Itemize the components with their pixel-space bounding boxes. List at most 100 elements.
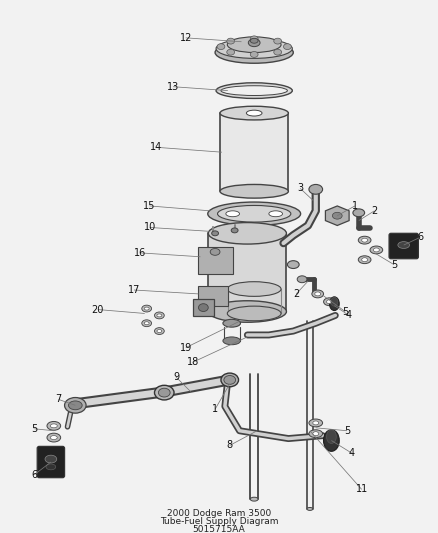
Ellipse shape — [64, 398, 86, 413]
Bar — [198, 247, 233, 274]
Ellipse shape — [331, 297, 338, 306]
Text: 5: 5 — [342, 306, 348, 317]
Ellipse shape — [217, 44, 225, 50]
Text: 20: 20 — [92, 304, 104, 314]
Text: 13: 13 — [167, 82, 179, 92]
Ellipse shape — [309, 430, 323, 438]
Ellipse shape — [309, 419, 323, 427]
Ellipse shape — [144, 307, 149, 310]
FancyBboxPatch shape — [389, 233, 418, 259]
Ellipse shape — [246, 110, 262, 116]
Ellipse shape — [287, 261, 299, 269]
Ellipse shape — [212, 231, 219, 236]
Ellipse shape — [227, 282, 281, 296]
Ellipse shape — [208, 202, 300, 225]
Ellipse shape — [218, 205, 291, 222]
Ellipse shape — [50, 435, 57, 440]
Ellipse shape — [142, 320, 152, 327]
Ellipse shape — [68, 401, 82, 410]
Text: 2000 Dodge Ram 3500: 2000 Dodge Ram 3500 — [167, 510, 271, 518]
Text: 14: 14 — [150, 142, 162, 152]
Text: 5: 5 — [344, 426, 350, 436]
Ellipse shape — [159, 388, 170, 397]
Bar — [193, 299, 214, 317]
Text: 1: 1 — [352, 201, 358, 211]
Ellipse shape — [221, 86, 287, 95]
Ellipse shape — [46, 464, 56, 470]
Ellipse shape — [198, 304, 208, 311]
Ellipse shape — [208, 223, 286, 244]
Text: 7: 7 — [56, 394, 62, 405]
Ellipse shape — [312, 290, 324, 298]
Text: 9: 9 — [173, 372, 179, 382]
Ellipse shape — [274, 38, 282, 44]
Ellipse shape — [220, 106, 288, 120]
Ellipse shape — [216, 39, 292, 58]
Ellipse shape — [50, 424, 57, 428]
Text: 12: 12 — [180, 33, 192, 43]
Ellipse shape — [358, 236, 371, 244]
Ellipse shape — [362, 238, 367, 242]
Ellipse shape — [313, 421, 319, 425]
Text: 18: 18 — [187, 357, 199, 367]
Ellipse shape — [45, 455, 57, 463]
Ellipse shape — [142, 305, 152, 312]
Ellipse shape — [353, 209, 364, 217]
Ellipse shape — [155, 328, 164, 335]
Ellipse shape — [216, 83, 292, 99]
Ellipse shape — [248, 39, 260, 46]
Ellipse shape — [398, 241, 410, 248]
Ellipse shape — [155, 385, 174, 400]
Ellipse shape — [250, 38, 258, 43]
Bar — [220, 113, 288, 191]
Ellipse shape — [250, 36, 258, 42]
Text: Tube-Fuel Supply Diagram: Tube-Fuel Supply Diagram — [160, 517, 278, 526]
Ellipse shape — [324, 298, 336, 305]
Ellipse shape — [231, 228, 238, 233]
Ellipse shape — [221, 373, 239, 387]
Ellipse shape — [224, 376, 236, 384]
Ellipse shape — [223, 319, 240, 327]
Text: 15: 15 — [143, 201, 156, 211]
Text: 2: 2 — [293, 289, 299, 299]
Ellipse shape — [227, 49, 235, 55]
Polygon shape — [325, 206, 349, 225]
Text: 16: 16 — [134, 248, 146, 258]
Ellipse shape — [326, 300, 332, 304]
Ellipse shape — [297, 276, 307, 282]
Ellipse shape — [227, 306, 281, 321]
Ellipse shape — [324, 430, 339, 451]
FancyBboxPatch shape — [37, 446, 64, 478]
Ellipse shape — [332, 212, 342, 219]
Ellipse shape — [315, 292, 321, 296]
Ellipse shape — [329, 297, 339, 311]
Ellipse shape — [283, 44, 291, 50]
Ellipse shape — [269, 211, 283, 217]
Ellipse shape — [362, 258, 367, 262]
Ellipse shape — [274, 49, 282, 55]
Text: 19: 19 — [180, 343, 192, 353]
Ellipse shape — [374, 248, 379, 252]
Text: 5: 5 — [391, 260, 397, 270]
Text: 11: 11 — [356, 484, 368, 495]
Text: 5015715AA: 5015715AA — [193, 525, 245, 533]
Ellipse shape — [144, 322, 149, 325]
Text: 10: 10 — [144, 222, 156, 232]
Ellipse shape — [220, 184, 288, 198]
Ellipse shape — [250, 52, 258, 58]
Ellipse shape — [215, 42, 293, 63]
Text: 5: 5 — [31, 424, 37, 434]
Text: 6: 6 — [31, 470, 37, 480]
Ellipse shape — [226, 211, 240, 217]
Ellipse shape — [157, 329, 162, 333]
Ellipse shape — [157, 314, 162, 317]
Ellipse shape — [358, 256, 371, 264]
Text: 17: 17 — [128, 285, 140, 295]
Ellipse shape — [47, 433, 60, 442]
Ellipse shape — [370, 246, 383, 254]
Bar — [198, 286, 228, 305]
Ellipse shape — [227, 38, 235, 44]
Ellipse shape — [47, 422, 60, 430]
Text: 6: 6 — [417, 232, 424, 242]
Ellipse shape — [307, 507, 313, 511]
